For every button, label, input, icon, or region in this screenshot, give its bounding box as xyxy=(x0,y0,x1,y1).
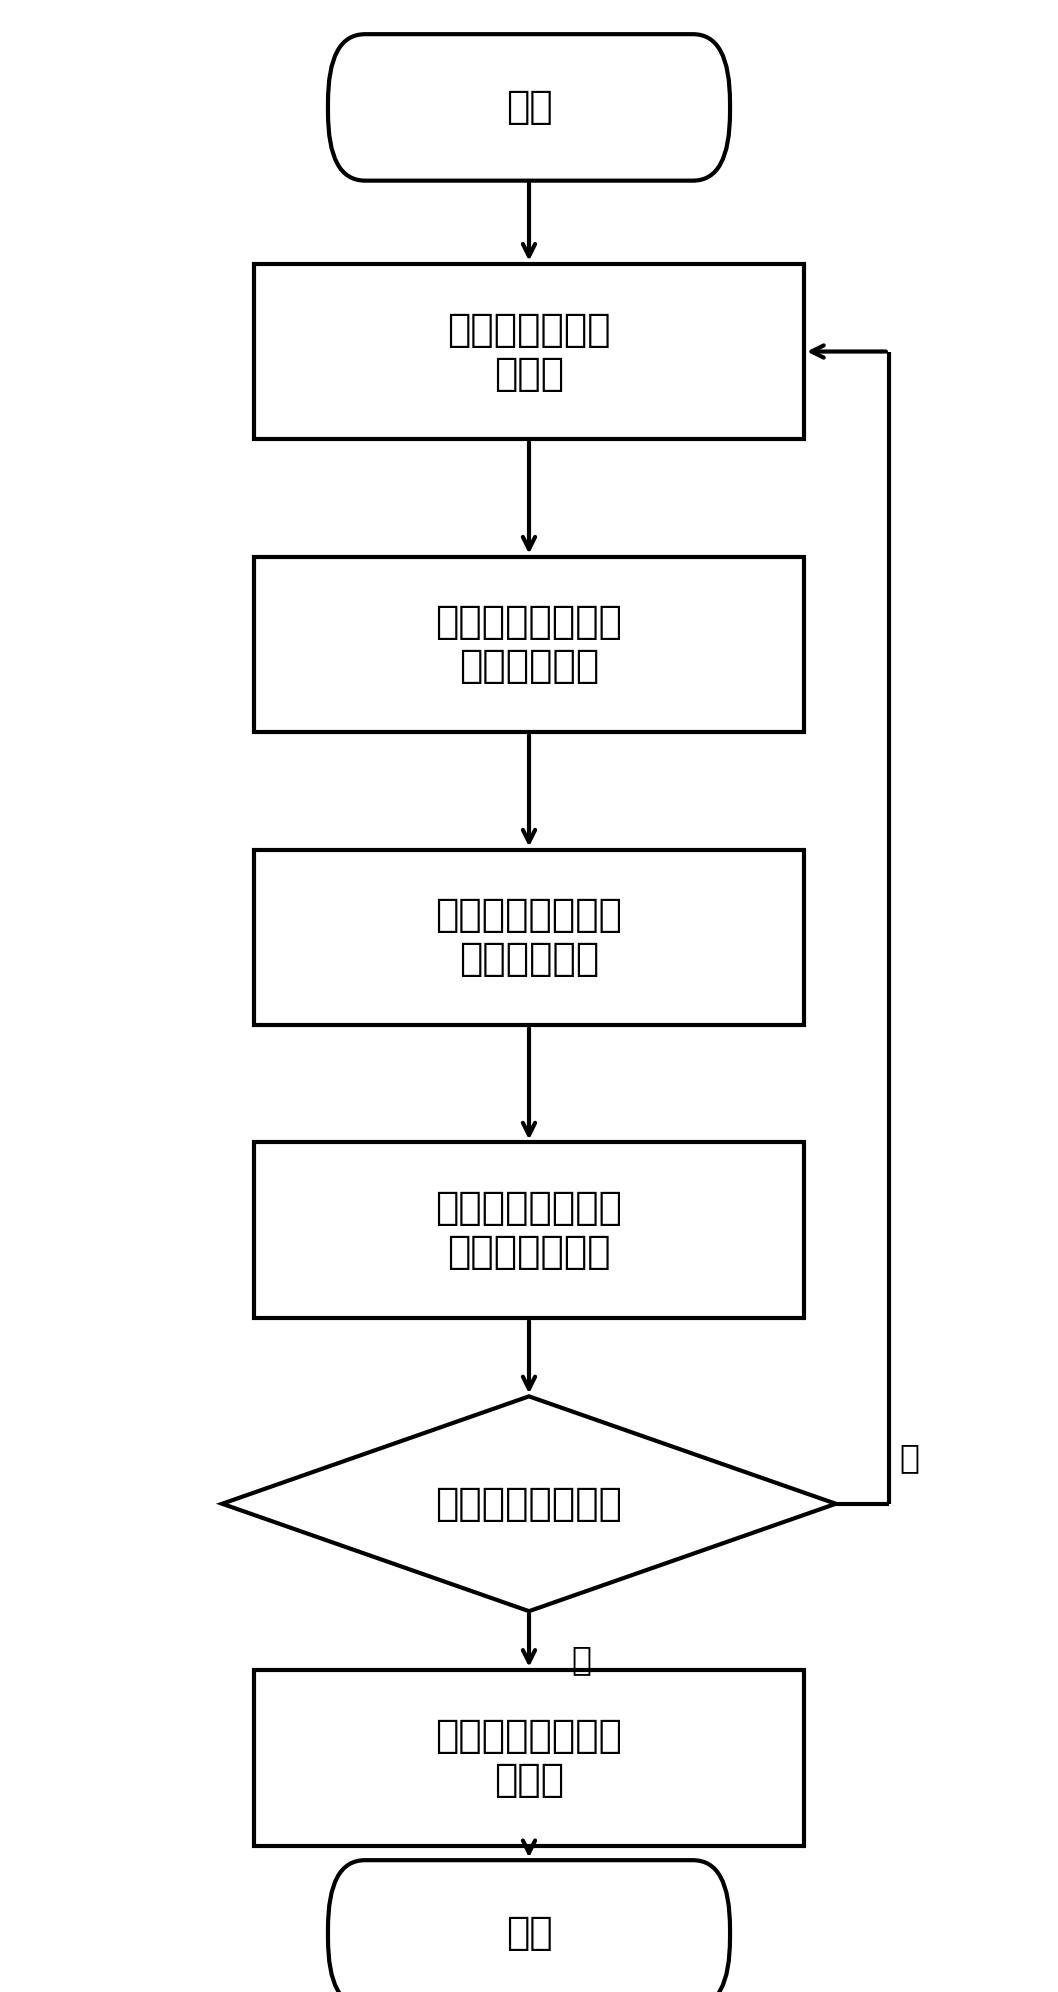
Bar xyxy=(254,1143,804,1319)
Text: 胀板单元三维模型
流动仿真计算: 胀板单元三维模型 流动仿真计算 xyxy=(436,604,622,685)
Text: 是否满足技术指标: 是否满足技术指标 xyxy=(436,1484,622,1522)
Text: 胀板单元组的一维
流动仿真计算: 胀板单元组的一维 流动仿真计算 xyxy=(436,896,622,978)
Text: 热沉整体结构设
计输入: 热沉整体结构设 计输入 xyxy=(448,311,610,392)
Polygon shape xyxy=(222,1396,836,1612)
Text: 结束: 结束 xyxy=(506,1914,552,1952)
Bar xyxy=(254,1669,804,1845)
Text: 是: 是 xyxy=(571,1643,591,1677)
Text: 否: 否 xyxy=(899,1442,919,1474)
Text: 胀板单元的三维模
型传热仿真计算: 胀板单元的三维模 型传热仿真计算 xyxy=(436,1189,622,1271)
Text: 开始: 开始 xyxy=(506,88,552,125)
Text: 得到热沉的整体流
场特性: 得到热沉的整体流 场特性 xyxy=(436,1717,622,1799)
Bar xyxy=(254,849,804,1026)
FancyBboxPatch shape xyxy=(328,1861,730,1992)
FancyBboxPatch shape xyxy=(328,34,730,181)
Bar xyxy=(254,556,804,733)
Bar xyxy=(254,263,804,440)
